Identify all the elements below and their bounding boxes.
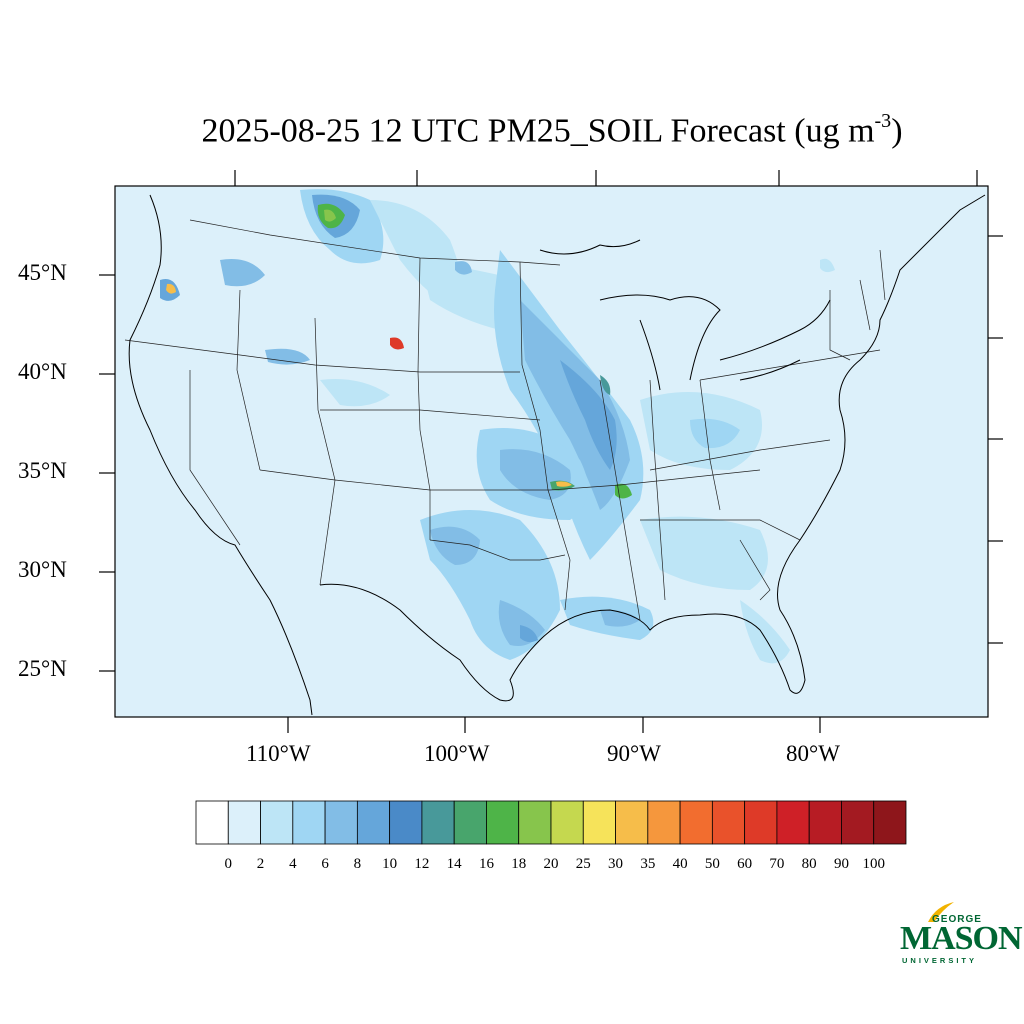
title-text: 2025-08-25 12 UTC PM25_SOIL Forecast (ug… [201, 112, 875, 150]
logo-flame-icon [928, 902, 954, 922]
colorbar-swatch [260, 800, 294, 845]
logo-george: GEORGE [932, 914, 982, 925]
colorbar-tick-label: 25 [575, 856, 591, 872]
colorbar-swatch [615, 800, 649, 845]
colorbar-tick-label: 40 [672, 856, 688, 872]
logo-university: UNIVERSITY [902, 956, 978, 965]
logo-mason: MASON [900, 920, 1023, 957]
lat-label-25: 25°N [18, 656, 67, 681]
title-unit-exponent: -3 [874, 110, 892, 132]
colorbar-tick-label: 30 [608, 856, 624, 872]
colorbar-swatch [421, 800, 455, 845]
colorbar-swatch [292, 800, 326, 845]
colorbar-swatch [195, 800, 229, 845]
george-mason-logo: GEORGE MASON UNIVERSITY [896, 900, 1023, 972]
colorbar-tick-label: 2 [256, 856, 265, 872]
colorbar-tick-label: 50 [704, 856, 720, 872]
colorbar-tick-label: 100 [862, 856, 885, 872]
colorbar-tick-label: 10 [382, 856, 398, 872]
colorbar-swatch [808, 800, 842, 845]
colorbar-tick-label: 60 [737, 856, 753, 872]
colorbar-swatch [518, 800, 552, 845]
colorbar-tick-label: 0 [224, 856, 233, 872]
colorbar-swatch [550, 800, 584, 845]
colorbar-tick-label: 20 [543, 856, 559, 872]
colorbar-swatch [324, 800, 358, 845]
concentration-field [160, 189, 835, 664]
lat-label-45: 45°N [18, 260, 67, 285]
colorbar-tick-label: 12 [414, 856, 430, 872]
axis-ticks [99, 170, 1003, 733]
colorbar-swatch [453, 800, 487, 845]
colorbar-tick-label: 80 [801, 856, 817, 872]
page-title: 2025-08-25 12 UTC PM25_SOIL Forecast (ug… [0, 110, 1024, 150]
colorbar-swatch [776, 800, 810, 845]
colorbar [195, 800, 907, 845]
colorbar-swatch [356, 800, 391, 845]
lon-label-100w: 100°W [424, 741, 490, 766]
colorbar-swatch [744, 800, 778, 845]
colorbar-tick-label: 16 [478, 856, 494, 872]
lon-label-110w: 110°W [246, 741, 311, 766]
colorbar-tick-label: 35 [640, 856, 656, 872]
colorbar-tick-label: 6 [321, 856, 329, 872]
colorbar-swatch [389, 800, 423, 845]
colorbar-tick-label: 14 [446, 856, 462, 872]
colorbar-swatch [679, 800, 713, 845]
title-close: ) [891, 112, 903, 150]
colorbar-tick-label: 90 [833, 856, 849, 872]
colorbar-swatch [227, 800, 261, 845]
lat-label-35: 35°N [18, 458, 67, 483]
lon-label-90w: 90°W [607, 741, 661, 766]
colorbar-tick-label: 8 [353, 856, 362, 872]
colorbar-tick-label: 4 [289, 856, 297, 872]
lon-label-80w: 80°W [786, 741, 840, 766]
colorbar-tick-label: 18 [511, 856, 527, 872]
lat-label-30: 30°N [18, 557, 67, 582]
colorbar-swatch [582, 800, 616, 845]
colorbar-swatch [711, 800, 746, 845]
colorbar-swatch [841, 800, 875, 845]
state-boundaries [124, 219, 886, 621]
colorbar-swatch [647, 800, 681, 845]
colorbar-swatch [486, 800, 520, 845]
coastline [128, 194, 986, 716]
colorbar-tick-label: 70 [769, 856, 785, 872]
lat-label-40: 40°N [18, 359, 67, 384]
colorbar-swatch [873, 800, 907, 845]
